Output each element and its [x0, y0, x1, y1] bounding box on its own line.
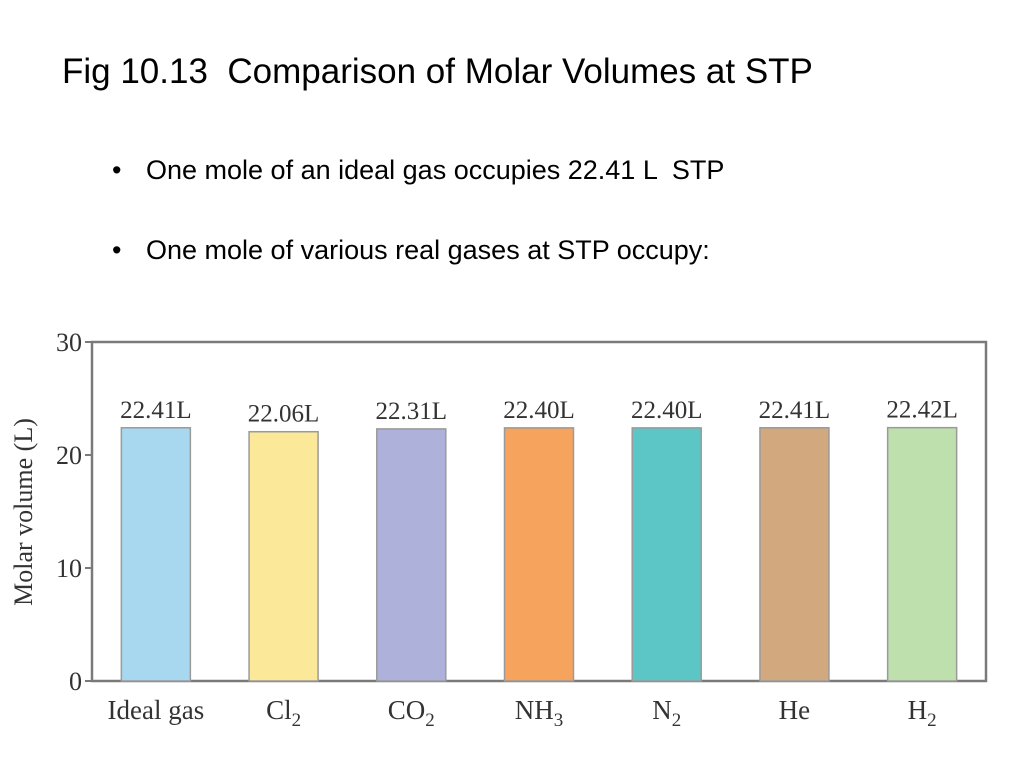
- y-tick-label: 10: [56, 554, 82, 583]
- bullet-item: • One mole of various real gases at STP …: [112, 230, 724, 270]
- y-tick-label: 20: [56, 441, 82, 470]
- bar: [759, 427, 830, 682]
- bullet-text: One mole of various real gases at STP oc…: [146, 235, 710, 265]
- slide-title: Fig 10.13 Comparison of Molar Volumes at…: [62, 52, 813, 91]
- y-tick-label: 30: [56, 328, 82, 357]
- bullet-item: • One mole of an ideal gas occupies 22.4…: [112, 150, 724, 190]
- x-ticks: Ideal gas Cl2 CO2 NH3 N2 He H2: [108, 695, 937, 731]
- y-axis-label: Molar volume (L): [9, 418, 38, 606]
- y-ticks: 0 10 20 30: [56, 328, 92, 696]
- x-tick-label: CO2: [388, 695, 435, 731]
- data-labels: 22.41L 22.06L 22.31L 22.40L 22.40L 22.41L 22.4…: [120, 397, 958, 428]
- bar: [120, 427, 192, 682]
- x-tick-label: Ideal gas: [108, 695, 205, 725]
- bars: [120, 426, 958, 682]
- x-tick-label: N2: [652, 695, 681, 731]
- bar-value-label: 22.40L: [631, 397, 703, 424]
- bar: [376, 428, 447, 682]
- bar: [248, 430, 319, 682]
- bar: [631, 427, 702, 682]
- bullet-dot: •: [112, 155, 122, 185]
- x-tick-label: H2: [908, 695, 937, 731]
- bullet-list: • One mole of an ideal gas occupies 22.4…: [112, 150, 724, 310]
- bar: [503, 427, 575, 682]
- bar-value-label: 22.31L: [376, 398, 448, 425]
- x-tick-label: NH3: [515, 695, 564, 731]
- bar-value-label: 22.40L: [503, 397, 575, 424]
- bar-value-label: 22.06L: [248, 401, 320, 428]
- y-tick-label: 0: [69, 667, 82, 696]
- bar-value-label: 22.41L: [120, 397, 192, 424]
- x-tick-label: Cl2: [266, 695, 301, 731]
- bar-value-label: 22.42L: [886, 397, 958, 424]
- bullet-text: One mole of an ideal gas occupies 22.41 …: [146, 155, 725, 185]
- bar: [886, 426, 958, 682]
- bullet-dot: •: [112, 235, 122, 265]
- bar-value-label: 22.41L: [759, 397, 831, 424]
- x-tick-label: He: [779, 695, 810, 725]
